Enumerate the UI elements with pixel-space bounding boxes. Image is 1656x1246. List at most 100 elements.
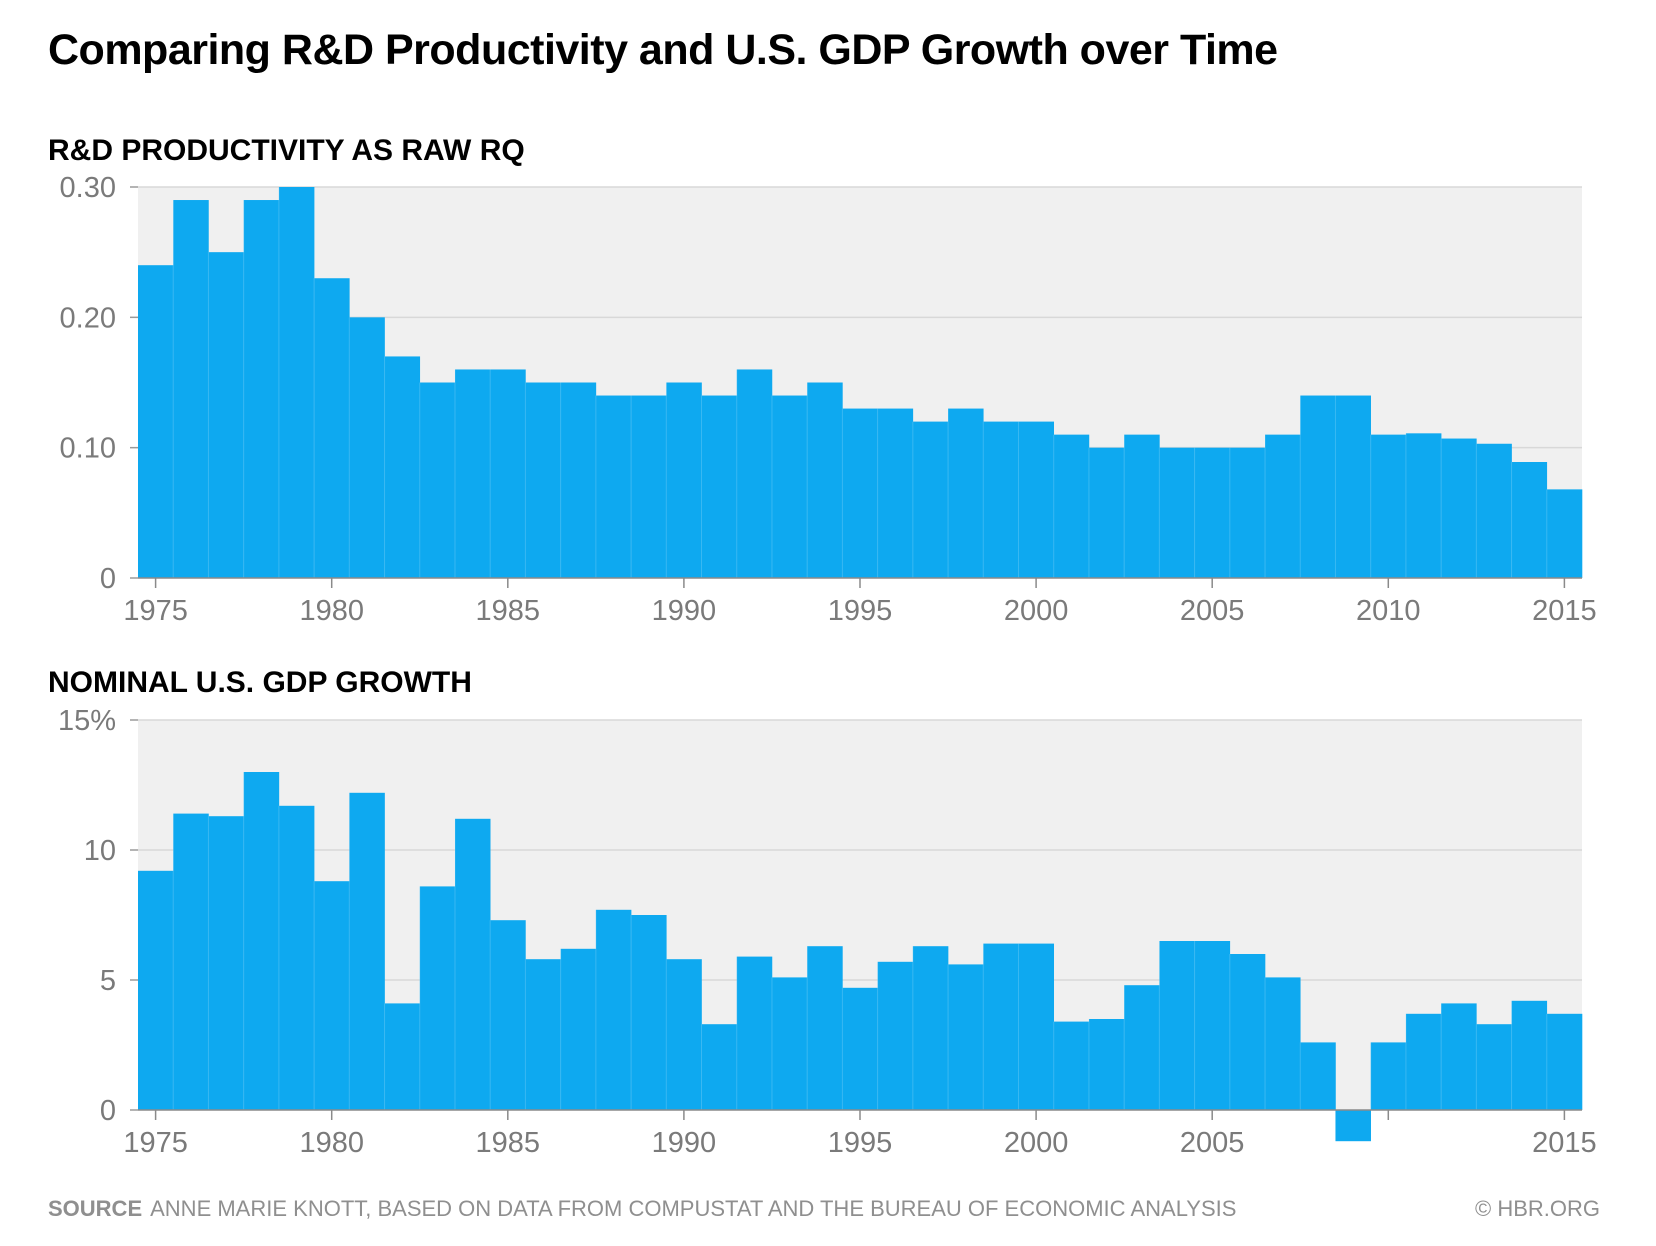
source-note: SOURCE ANNE MARIE KNOTT, BASED ON DATA FR…: [48, 1196, 1236, 1222]
x-tick-label: 2000: [1004, 595, 1069, 627]
bar-1997: [912, 421, 949, 578]
bar-1977: [208, 252, 244, 578]
bar-1998: [948, 964, 984, 1110]
bar-2000: [1018, 421, 1055, 578]
bar-1980: [314, 881, 350, 1110]
x-tick-label: 1985: [476, 1127, 541, 1159]
bar-1993: [771, 395, 808, 578]
bar-2005: [1194, 941, 1231, 1110]
bar-2006: [1229, 447, 1266, 578]
bar-1975: [138, 265, 174, 578]
bar-2001: [1053, 434, 1090, 578]
bar-1991: [701, 1024, 738, 1110]
bar-2003: [1124, 434, 1160, 578]
x-tick-label: 2005: [1180, 595, 1245, 627]
bar-1977: [208, 816, 244, 1110]
rd-productivity-bar-chart: 0 0.10 0.20 0.30 1975 1980 1985 1990 1995 2000 200…: [60, 172, 1597, 627]
bar-1995: [842, 408, 878, 578]
bar-1986: [525, 382, 561, 578]
bar-1994: [807, 382, 843, 578]
bar-1981: [349, 792, 385, 1110]
source-text: ANNE MARIE KNOTT, BASED ON DATA FROM COM…: [150, 1196, 1237, 1221]
y-tick-label: 0: [100, 563, 116, 595]
bar-2015: [1546, 1013, 1583, 1110]
source-label: SOURCE: [48, 1196, 143, 1221]
bar-2003: [1124, 985, 1160, 1110]
bar-1987: [560, 382, 597, 578]
x-tick-label: 1975: [123, 1127, 188, 1159]
x-tick-label: 1990: [652, 595, 717, 627]
bar-1999: [983, 943, 1019, 1110]
x-tick-label: 2015: [1532, 1127, 1597, 1159]
bar-2014: [1511, 462, 1548, 578]
bar-1996: [877, 408, 914, 578]
bar-1984: [454, 369, 491, 578]
bar-2008: [1300, 1042, 1336, 1110]
bar-1996: [877, 961, 914, 1110]
bar-1979: [278, 805, 315, 1110]
bar-2013: [1476, 443, 1512, 578]
bar-2012: [1441, 1003, 1477, 1110]
bar-1985: [490, 920, 526, 1110]
x-tick-label: 1995: [828, 1127, 893, 1159]
bar-1978: [243, 772, 280, 1110]
bar-1994: [807, 946, 843, 1110]
bar-1983: [419, 886, 456, 1110]
bar-1987: [560, 948, 597, 1110]
bar-2001: [1053, 1021, 1090, 1110]
bar-2008: [1300, 395, 1336, 578]
gdp-growth-bar-chart: 0 5 10 15% 1975 1980 1985 1990 1995 2000 2005 2015: [58, 705, 1597, 1159]
y-tick-label: 0.20: [60, 302, 116, 334]
bar-2015: [1546, 489, 1583, 578]
x-tick-label: 2010: [1356, 595, 1421, 627]
x-tick-label: 1985: [476, 595, 541, 627]
bar-1976: [173, 813, 209, 1110]
x-tick-label: 1975: [123, 595, 188, 627]
bar-2005: [1194, 447, 1231, 578]
bar-1982: [384, 1003, 421, 1110]
copyright-credit: © HBR.ORG: [1475, 1196, 1600, 1221]
bar-2011: [1405, 433, 1442, 578]
bar-1990: [666, 382, 702, 578]
bar-1997: [912, 946, 949, 1110]
bar-1988: [595, 909, 632, 1110]
x-tick-label: 2000: [1004, 1127, 1069, 1159]
bar-2002: [1088, 1019, 1125, 1110]
y-tick-label: 0.30: [60, 172, 116, 204]
bar-2010: [1370, 1042, 1407, 1110]
bar-1975: [138, 870, 174, 1110]
bar-1993: [771, 977, 808, 1110]
x-tick-label: 1980: [299, 1127, 364, 1159]
y-tick-label: 0: [100, 1095, 116, 1127]
bar-2007: [1265, 434, 1301, 578]
bar-1985: [490, 369, 526, 578]
bar-1982: [384, 356, 421, 578]
x-tick-label: 1995: [828, 595, 893, 627]
bar-1988: [595, 395, 632, 578]
bar-1984: [454, 818, 491, 1110]
bar-2012: [1441, 438, 1477, 578]
x-tick-label: 2005: [1180, 1127, 1245, 1159]
bar-1990: [666, 959, 702, 1110]
bar-1980: [314, 278, 350, 578]
y-tick-label: 15%: [58, 705, 116, 737]
bar-1979: [278, 187, 315, 578]
chart-title-gdp-growth: NOMINAL U.S. GDP GROWTH: [48, 666, 472, 699]
bar-1991: [701, 395, 738, 578]
bar-1981: [349, 317, 385, 578]
bar-2009: [1335, 1110, 1371, 1142]
bar-2006: [1229, 954, 1266, 1110]
bar-1976: [173, 200, 209, 578]
bar-2002: [1088, 447, 1125, 578]
y-tick-label: 10: [84, 835, 116, 867]
bar-2014: [1511, 1000, 1548, 1110]
y-tick-label: 0.10: [60, 433, 116, 465]
x-tick-label: 2015: [1532, 595, 1597, 627]
bar-1986: [525, 959, 561, 1110]
bar-1992: [736, 956, 773, 1110]
bar-1999: [983, 421, 1019, 578]
x-tick-label: 1990: [652, 1127, 717, 1159]
page-title: Comparing R&D Productivity and U.S. GDP …: [48, 26, 1278, 74]
bar-2007: [1265, 977, 1301, 1110]
bar-1995: [842, 987, 878, 1110]
